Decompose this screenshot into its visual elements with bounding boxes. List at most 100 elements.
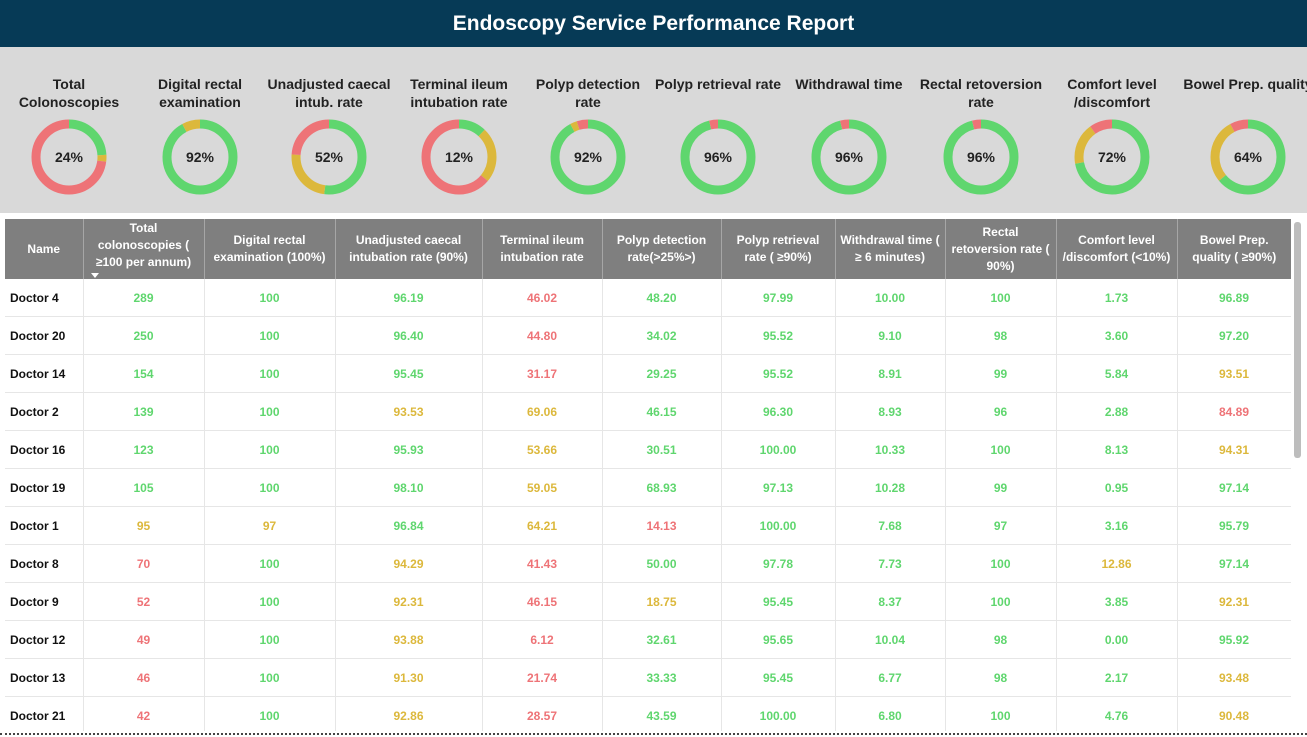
metric-cell: 6.77 bbox=[835, 659, 945, 697]
metric-cell: 50.00 bbox=[602, 545, 721, 583]
metric-cell: 97.78 bbox=[721, 545, 835, 583]
metric-cell: 93.88 bbox=[335, 621, 482, 659]
doctor-name-cell: Doctor 9 bbox=[5, 583, 83, 621]
kpi-panel: Total Colonoscopies 24% Digital rectal exa… bbox=[0, 47, 1307, 213]
column-header[interactable]: Polyp retrieval rate ( ≥90%) bbox=[721, 219, 835, 279]
metric-cell: 42 bbox=[83, 697, 204, 732]
column-header[interactable]: Bowel Prep. quality ( ≥90%) bbox=[1177, 219, 1291, 279]
kpi-title: Polyp retrieval rate bbox=[653, 75, 783, 93]
metric-cell: 93.48 bbox=[1177, 659, 1291, 697]
metric-cell: 64.21 bbox=[482, 507, 602, 545]
kpi-card[interactable]: Rectal retoversion rate 96% bbox=[916, 47, 1046, 213]
metric-cell: 105 bbox=[83, 469, 204, 507]
kpi-value: 96% bbox=[967, 149, 996, 165]
metric-cell: 3.85 bbox=[1056, 583, 1177, 621]
metric-cell: 100 bbox=[204, 279, 335, 317]
table-row[interactable]: Doctor 9 52 100 92.31 46.15 18.75 95.45 8.37 100… bbox=[5, 583, 1291, 621]
metric-cell: 95.45 bbox=[721, 659, 835, 697]
metric-cell: 97.99 bbox=[721, 279, 835, 317]
metric-cell: 44.80 bbox=[482, 317, 602, 355]
column-header[interactable]: Total colonoscopies ( ≥100 per annum) bbox=[83, 219, 204, 279]
kpi-card[interactable]: Unadjusted caecal intub. rate 52% bbox=[264, 47, 394, 213]
metric-cell: 99 bbox=[945, 469, 1056, 507]
kpi-title: Total Colonoscopies bbox=[4, 75, 134, 111]
kpi-card[interactable]: Polyp detection rate 92% bbox=[523, 47, 653, 213]
table-row[interactable]: Doctor 13 46 100 91.30 21.74 33.33 95.45 6.77 98… bbox=[5, 659, 1291, 697]
column-header[interactable]: Polyp detection rate(>25%>) bbox=[602, 219, 721, 279]
kpi-donut-chart: 72% bbox=[1072, 117, 1152, 197]
metric-cell: 1.73 bbox=[1056, 279, 1177, 317]
doctor-name-cell: Doctor 16 bbox=[5, 431, 83, 469]
metric-cell: 70 bbox=[83, 545, 204, 583]
column-header[interactable]: Withdrawal time ( ≥ 6 minutes) bbox=[835, 219, 945, 279]
kpi-donut-chart: 92% bbox=[548, 117, 628, 197]
metric-cell: 98 bbox=[945, 621, 1056, 659]
metric-cell: 69.06 bbox=[482, 393, 602, 431]
table-row[interactable]: Doctor 21 42 100 92.86 28.57 43.59 100.00 6.80 1… bbox=[5, 697, 1291, 732]
metric-cell: 97.13 bbox=[721, 469, 835, 507]
doctor-name-cell: Doctor 20 bbox=[5, 317, 83, 355]
kpi-donut-chart: 92% bbox=[160, 117, 240, 197]
kpi-card[interactable]: Polyp retrieval rate 96% bbox=[653, 47, 783, 213]
metric-cell: 100 bbox=[945, 545, 1056, 583]
metric-cell: 7.68 bbox=[835, 507, 945, 545]
metric-cell: 100.00 bbox=[721, 507, 835, 545]
table-row[interactable]: Doctor 4 289 100 96.19 46.02 48.20 97.99 10.00 1… bbox=[5, 279, 1291, 317]
metric-cell: 6.12 bbox=[482, 621, 602, 659]
table-row[interactable]: Doctor 1 95 97 96.84 64.21 14.13 100.00 7.68 97 3… bbox=[5, 507, 1291, 545]
metric-cell: 95.45 bbox=[721, 583, 835, 621]
metric-cell: 4.76 bbox=[1056, 697, 1177, 732]
metric-cell: 100 bbox=[204, 355, 335, 393]
metric-cell: 48.20 bbox=[602, 279, 721, 317]
kpi-card[interactable]: Withdrawal time 96% bbox=[784, 47, 914, 213]
metric-cell: 97.20 bbox=[1177, 317, 1291, 355]
metric-cell: 92.31 bbox=[1177, 583, 1291, 621]
column-header[interactable]: Name bbox=[5, 219, 83, 279]
column-header[interactable]: Terminal ileum intubation rate bbox=[482, 219, 602, 279]
kpi-donut-chart: 96% bbox=[678, 117, 758, 197]
kpi-value: 12% bbox=[445, 149, 474, 165]
metric-cell: 8.13 bbox=[1056, 431, 1177, 469]
metric-cell: 46.15 bbox=[602, 393, 721, 431]
column-header[interactable]: Comfort level /discomfort (<10%) bbox=[1056, 219, 1177, 279]
kpi-donut-chart: 24% bbox=[29, 117, 109, 197]
column-header-label: Bowel Prep. quality ( ≥90%) bbox=[1181, 232, 1289, 266]
kpi-value: 52% bbox=[315, 149, 344, 165]
vertical-scrollbar[interactable] bbox=[1294, 222, 1301, 458]
kpi-card[interactable]: Comfort level /discomfort 72% bbox=[1047, 47, 1177, 213]
metric-cell: 41.43 bbox=[482, 545, 602, 583]
table-row[interactable]: Doctor 20 250 100 96.40 44.80 34.02 95.52 9.10 9… bbox=[5, 317, 1291, 355]
kpi-title: Digital rectal examination bbox=[135, 75, 265, 111]
table-row[interactable]: Doctor 16 123 100 95.93 53.66 30.51 100.00 10.3… bbox=[5, 431, 1291, 469]
table-row[interactable]: Doctor 2 139 100 93.53 69.06 46.15 96.30 8.93 96… bbox=[5, 393, 1291, 431]
metric-cell: 8.93 bbox=[835, 393, 945, 431]
column-header-label: Comfort level /discomfort (<10%) bbox=[1060, 232, 1174, 266]
sort-descending-icon[interactable] bbox=[91, 273, 99, 278]
metric-cell: 100 bbox=[204, 583, 335, 621]
table-row[interactable]: Doctor 8 70 100 94.29 41.43 50.00 97.78 7.73 100… bbox=[5, 545, 1291, 583]
kpi-title: Rectal retoversion rate bbox=[916, 75, 1046, 111]
column-header[interactable]: Rectal retoversion rate ( 90%) bbox=[945, 219, 1056, 279]
kpi-card[interactable]: Terminal ileum intubation rate 12% bbox=[394, 47, 524, 213]
metric-cell: 8.37 bbox=[835, 583, 945, 621]
column-header-label: Polyp retrieval rate ( ≥90%) bbox=[725, 232, 832, 266]
table-row[interactable]: Doctor 14 154 100 95.45 31.17 29.25 95.52 8.91 9… bbox=[5, 355, 1291, 393]
metric-cell: 46.15 bbox=[482, 583, 602, 621]
metric-cell: 95.52 bbox=[721, 355, 835, 393]
kpi-card[interactable]: Digital rectal examination 92% bbox=[135, 47, 265, 213]
column-header[interactable]: Unadjusted caecal intubation rate (90%) bbox=[335, 219, 482, 279]
table-row[interactable]: Doctor 19 105 100 98.10 59.05 68.93 97.13 10.28… bbox=[5, 469, 1291, 507]
kpi-donut-chart: 12% bbox=[419, 117, 499, 197]
metric-cell: 90.48 bbox=[1177, 697, 1291, 732]
column-header[interactable]: Digital rectal examination (100%) bbox=[204, 219, 335, 279]
kpi-card[interactable]: Total Colonoscopies 24% bbox=[4, 47, 134, 213]
metric-cell: 8.91 bbox=[835, 355, 945, 393]
performance-table-container[interactable]: Name Total colonoscopies ( ≥100 per annum… bbox=[5, 219, 1291, 731]
metric-cell: 2.17 bbox=[1056, 659, 1177, 697]
metric-cell: 29.25 bbox=[602, 355, 721, 393]
metric-cell: 98 bbox=[945, 317, 1056, 355]
kpi-donut-chart: 64% bbox=[1208, 117, 1288, 197]
table-row[interactable]: Doctor 12 49 100 93.88 6.12 32.61 95.65 10.04 98… bbox=[5, 621, 1291, 659]
kpi-card[interactable]: Bowel Prep. quality 64% bbox=[1183, 47, 1307, 213]
metric-cell: 94.29 bbox=[335, 545, 482, 583]
